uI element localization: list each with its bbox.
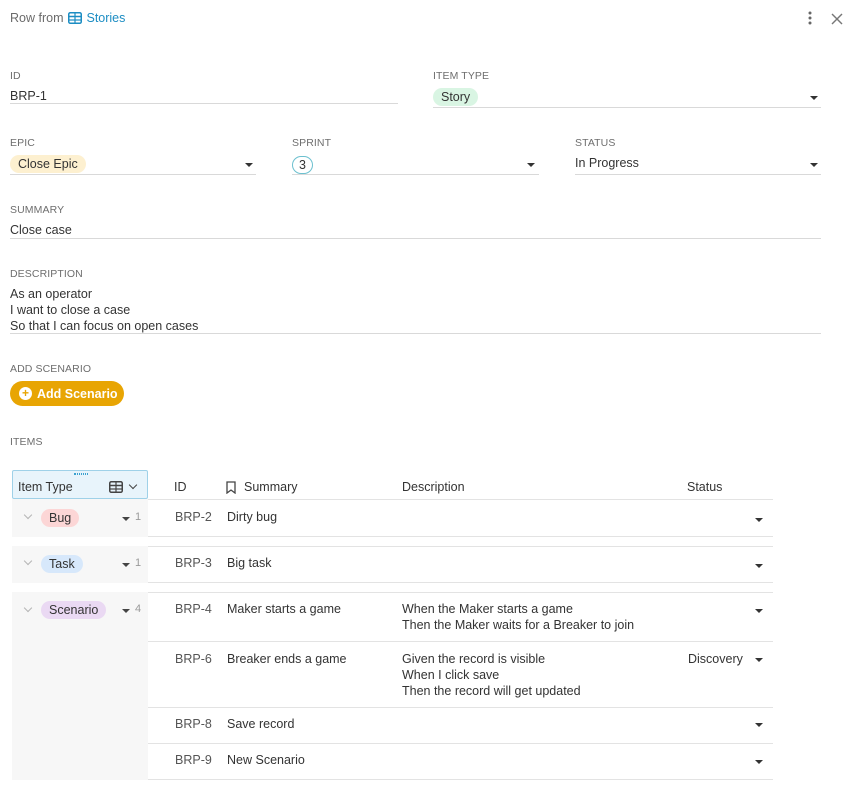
epic-dropdown-icon[interactable]	[245, 163, 253, 167]
row-id: BRP-9	[175, 753, 212, 767]
item-type-underline[interactable]	[433, 107, 821, 108]
item-type-label: ITEM TYPE	[433, 70, 490, 82]
sprint-label: SPRINT	[292, 137, 332, 149]
description-label: DESCRIPTION	[10, 268, 83, 280]
row-description-line: When the Maker starts a game	[402, 602, 573, 616]
add-scenario-label: ADD SCENARIO	[10, 363, 92, 375]
row-status-dropdown-icon[interactable]	[755, 723, 763, 727]
group-separator	[12, 537, 773, 546]
group-dropdown-icon[interactable]	[122, 563, 130, 567]
status-underline[interactable]	[575, 174, 821, 175]
epic-label: EPIC	[10, 137, 35, 149]
row-status-dropdown-icon[interactable]	[755, 564, 763, 568]
summary-value[interactable]: Close case	[10, 223, 72, 237]
description-value[interactable]: As an operator I want to close a case So…	[10, 286, 198, 334]
row-summary[interactable]: Save record	[227, 717, 295, 731]
group-dropdown-icon[interactable]	[122, 517, 130, 521]
status-value: In Progress	[575, 156, 639, 170]
row-description[interactable]: When the Maker starts a game Then the Ma…	[402, 601, 634, 633]
status-label: STATUS	[575, 137, 616, 149]
row-summary[interactable]: Big task	[227, 556, 272, 570]
row-divider	[148, 546, 773, 547]
row-divider	[148, 536, 773, 537]
description-line: I want to close a case	[10, 303, 131, 317]
drag-handle-icon[interactable]	[74, 473, 88, 475]
group-header-label: Item Type	[18, 480, 73, 494]
group-count: 1	[135, 557, 142, 569]
item-type-chip: Story	[433, 88, 479, 106]
row-description-line: Then the Maker waits for a Breaker to jo…	[402, 618, 635, 632]
row-id: BRP-6	[175, 652, 212, 666]
column-header-status[interactable]: Status	[687, 480, 723, 494]
row-summary[interactable]: New Scenario	[227, 753, 305, 767]
column-header-id[interactable]: ID	[174, 480, 187, 494]
row-description[interactable]: Given the record is visible When I click…	[402, 651, 581, 699]
row-divider	[148, 641, 773, 642]
row-id: BRP-3	[175, 556, 212, 570]
add-scenario-button[interactable]: + Add Scenario	[10, 381, 124, 406]
row-status-dropdown-icon[interactable]	[755, 658, 763, 662]
group-separator	[12, 583, 773, 592]
description-line: As an operator	[10, 287, 92, 301]
row-status-dropdown-icon[interactable]	[755, 609, 763, 613]
epic-chip: Close Epic	[10, 155, 86, 173]
row-divider	[148, 743, 773, 744]
row-divider	[148, 582, 773, 583]
id-underline	[10, 103, 398, 104]
table-icon[interactable]	[109, 481, 123, 496]
id-label: ID	[10, 70, 21, 82]
column-header-summary[interactable]: Summary	[244, 480, 298, 494]
table-icon	[68, 12, 83, 24]
row-status-dropdown-icon[interactable]	[755, 760, 763, 764]
row-description-line: Given the record is visible	[402, 652, 546, 666]
group-chip-scenario: Scenario	[41, 601, 107, 619]
row-summary[interactable]: Maker starts a game	[227, 602, 341, 616]
header-prefix: Row from	[10, 11, 64, 25]
row-id: BRP-8	[175, 717, 212, 731]
close-icon[interactable]	[828, 10, 846, 28]
add-scenario-button-label: Add Scenario	[37, 386, 118, 401]
row-id: BRP-2	[175, 510, 212, 524]
more-options-icon[interactable]	[804, 9, 816, 27]
column-header-description[interactable]: Description	[402, 480, 465, 494]
plus-circle-icon: +	[19, 387, 32, 400]
row-summary[interactable]: Breaker ends a game	[227, 652, 347, 666]
summary-underline	[10, 238, 821, 239]
source-table-link[interactable]: Stories	[86, 11, 126, 25]
row-id: BRP-4	[175, 602, 212, 616]
row-divider	[148, 707, 773, 708]
sprint-underline[interactable]	[292, 174, 539, 175]
epic-underline[interactable]	[10, 174, 256, 175]
description-line: So that I can focus on open cases	[10, 319, 199, 333]
items-label: ITEMS	[10, 436, 43, 448]
row-summary[interactable]: Dirty bug	[227, 510, 278, 524]
group-count: 1	[135, 511, 142, 523]
status-dropdown-icon[interactable]	[810, 163, 818, 167]
sprint-dropdown-icon[interactable]	[527, 163, 535, 167]
header-divider	[148, 499, 773, 500]
group-chip-task: Task	[41, 555, 83, 573]
group-count: 4	[135, 603, 142, 615]
id-value[interactable]: BRP-1	[10, 89, 47, 103]
summary-label: SUMMARY	[10, 204, 65, 216]
group-header[interactable]	[12, 470, 148, 499]
group-dropdown-icon[interactable]	[122, 609, 130, 613]
row-status[interactable]: Discovery	[688, 652, 743, 666]
row-description-line: When I click save	[402, 668, 500, 682]
bookmark-icon	[226, 481, 236, 497]
sprint-chip: 3	[292, 156, 313, 174]
row-status-dropdown-icon[interactable]	[755, 518, 763, 522]
row-divider	[148, 779, 773, 780]
item-type-dropdown-icon[interactable]	[810, 96, 818, 100]
row-description-line: Then the record will get updated	[402, 684, 581, 698]
panel-header: Row from Stories	[10, 9, 125, 27]
group-chip-bug: Bug	[41, 509, 80, 527]
row-divider	[148, 592, 773, 593]
description-underline	[10, 333, 821, 334]
